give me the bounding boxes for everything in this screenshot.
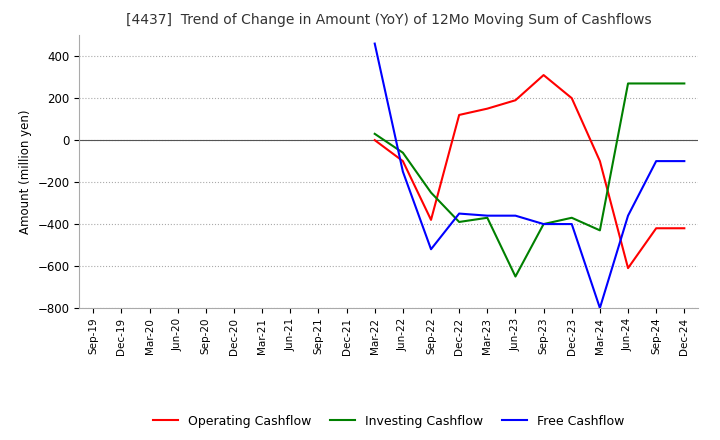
Free Cashflow	[624, 213, 632, 218]
Operating Cashflow	[483, 106, 492, 111]
Operating Cashflow	[595, 158, 604, 164]
Operating Cashflow	[567, 95, 576, 101]
Free Cashflow	[483, 213, 492, 218]
Operating Cashflow	[652, 226, 660, 231]
Investing Cashflow	[539, 221, 548, 227]
Free Cashflow	[427, 246, 436, 252]
Free Cashflow	[399, 169, 408, 174]
Free Cashflow	[370, 41, 379, 46]
Operating Cashflow	[539, 73, 548, 78]
Operating Cashflow	[399, 158, 408, 164]
Investing Cashflow	[370, 131, 379, 136]
Line: Operating Cashflow: Operating Cashflow	[374, 75, 684, 268]
Free Cashflow	[567, 221, 576, 227]
Title: [4437]  Trend of Change in Amount (YoY) of 12Mo Moving Sum of Cashflows: [4437] Trend of Change in Amount (YoY) o…	[126, 13, 652, 27]
Free Cashflow	[652, 158, 660, 164]
Investing Cashflow	[652, 81, 660, 86]
Operating Cashflow	[680, 226, 688, 231]
Line: Free Cashflow: Free Cashflow	[374, 44, 684, 308]
Operating Cashflow	[624, 265, 632, 271]
Operating Cashflow	[370, 137, 379, 143]
Investing Cashflow	[624, 81, 632, 86]
Legend: Operating Cashflow, Investing Cashflow, Free Cashflow: Operating Cashflow, Investing Cashflow, …	[148, 410, 629, 433]
Operating Cashflow	[427, 217, 436, 223]
Investing Cashflow	[595, 228, 604, 233]
Operating Cashflow	[511, 98, 520, 103]
Free Cashflow	[539, 221, 548, 227]
Investing Cashflow	[483, 215, 492, 220]
Free Cashflow	[595, 305, 604, 311]
Free Cashflow	[455, 211, 464, 216]
Free Cashflow	[680, 158, 688, 164]
Line: Investing Cashflow: Investing Cashflow	[374, 84, 684, 276]
Investing Cashflow	[511, 274, 520, 279]
Investing Cashflow	[680, 81, 688, 86]
Investing Cashflow	[427, 190, 436, 195]
Investing Cashflow	[567, 215, 576, 220]
Investing Cashflow	[455, 219, 464, 224]
Free Cashflow	[511, 213, 520, 218]
Y-axis label: Amount (million yen): Amount (million yen)	[19, 110, 32, 234]
Operating Cashflow	[455, 112, 464, 117]
Investing Cashflow	[399, 150, 408, 155]
